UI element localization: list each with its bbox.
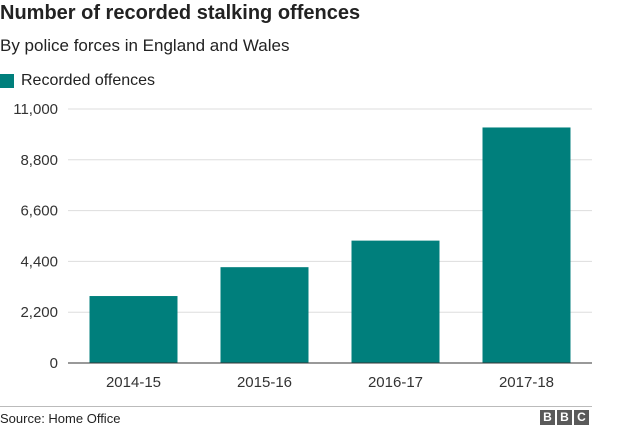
bar-2014-15 xyxy=(89,296,178,363)
y-tick-label: 11,000 xyxy=(13,101,58,118)
source-note: Source: Home Office xyxy=(0,411,121,426)
y-tick-label: 6,600 xyxy=(20,203,58,220)
bbc-logo-letter: B xyxy=(557,410,572,425)
footer-divider xyxy=(0,406,592,407)
bar-2016-17 xyxy=(351,240,440,363)
y-tick-label: 8,800 xyxy=(20,152,58,169)
bar-2017-18 xyxy=(482,127,571,364)
y-tick-label: 4,400 xyxy=(20,253,58,270)
x-tick-label: 2015-16 xyxy=(237,374,292,391)
legend-label: Recorded offences xyxy=(21,72,156,89)
x-tick-label: 2016-17 xyxy=(368,374,423,391)
x-tick-label: 2017-18 xyxy=(499,374,554,391)
x-tick-label: 2014-15 xyxy=(106,374,161,391)
chart-subtitle: By police forces in England and Wales xyxy=(0,36,290,55)
y-tick-label: 2,200 xyxy=(20,304,58,321)
chart-legend: Recorded offences xyxy=(0,72,155,90)
bbc-logo: B B C xyxy=(540,410,589,425)
bar-chart: 0 2,200 4,400 6,600 8,800 11,000 2014-15 2015-1… xyxy=(13,101,592,391)
bbc-logo-letter: C xyxy=(574,410,589,425)
legend-swatch xyxy=(0,74,14,88)
bbc-logo-letter: B xyxy=(540,410,555,425)
chart-title: Number of recorded stalking offences xyxy=(0,2,361,24)
bar-2015-16 xyxy=(220,267,309,363)
y-tick-label: 0 xyxy=(50,355,58,372)
